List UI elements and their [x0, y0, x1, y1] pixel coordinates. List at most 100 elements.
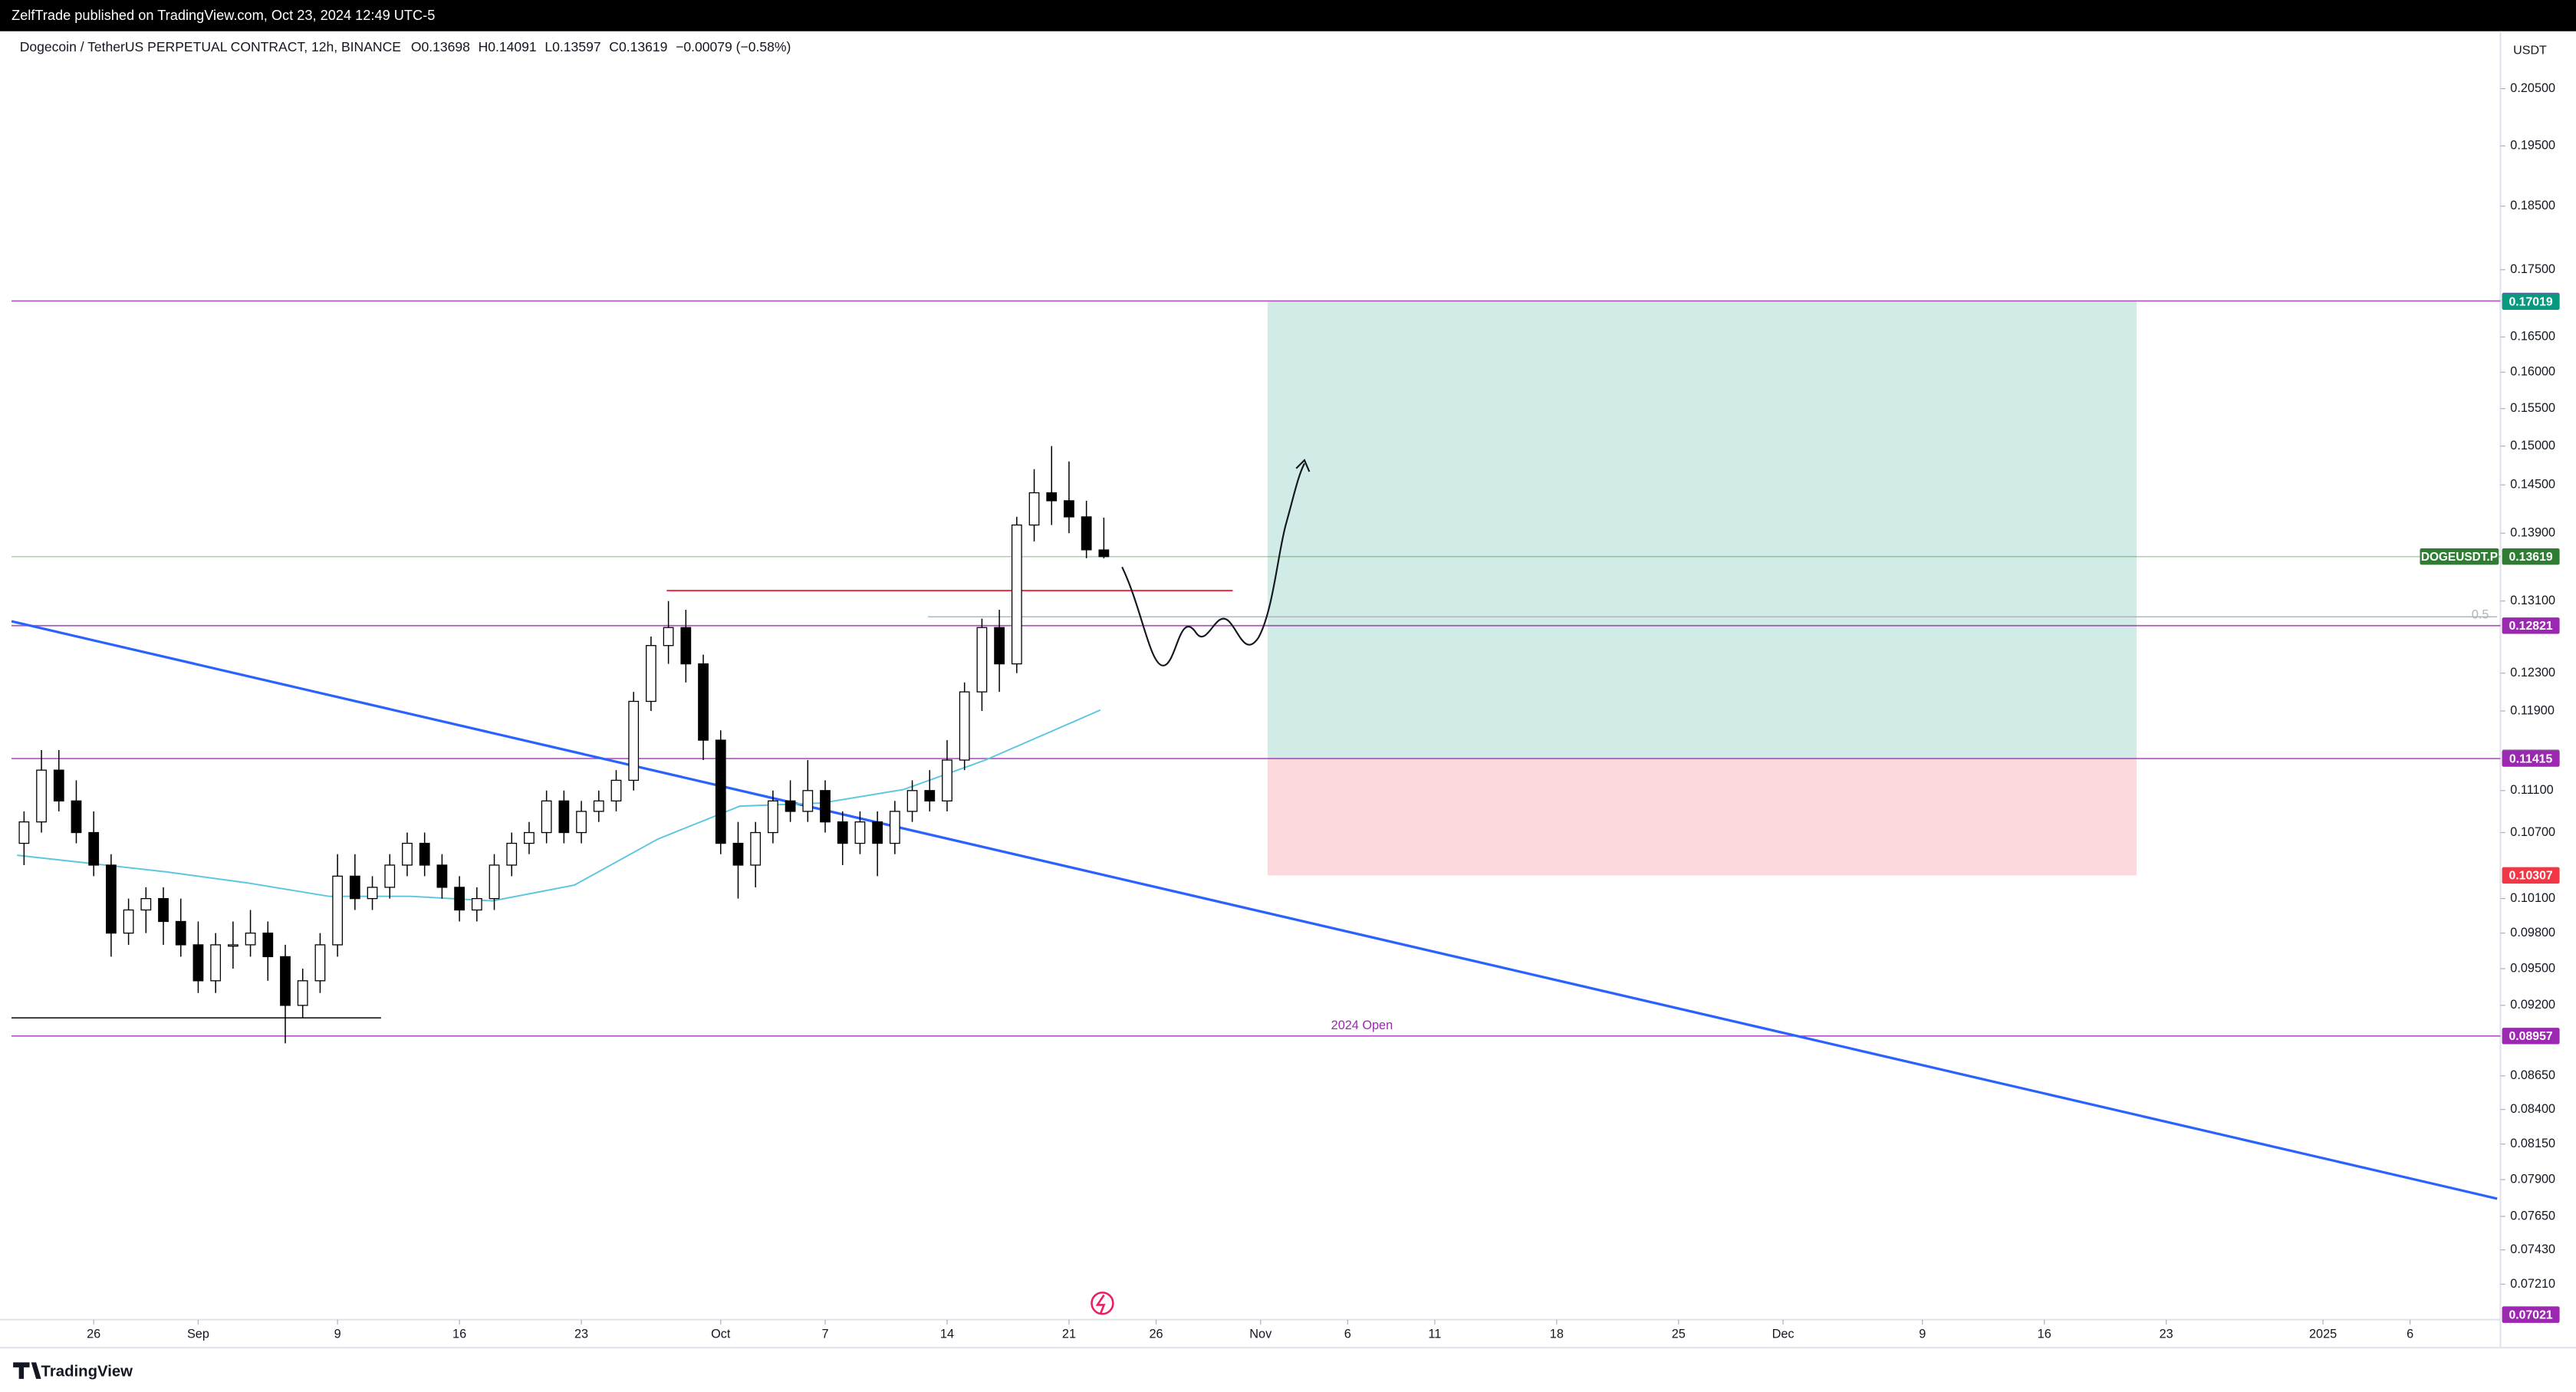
x-tick-label: 26 — [87, 1327, 100, 1341]
candle-body — [1081, 516, 1092, 551]
candle-body — [1064, 500, 1074, 518]
y-tick-label: 0.20500 — [2510, 81, 2555, 95]
x-tick-label: Nov — [1249, 1327, 1272, 1341]
candle-body — [698, 663, 709, 741]
x-tick-label: 2025 — [2309, 1327, 2337, 1341]
candle-body — [524, 831, 535, 844]
candle-body — [558, 800, 570, 834]
level-box — [2502, 750, 2560, 767]
x-tick-label: Oct — [711, 1327, 731, 1341]
symbol-tag — [2420, 548, 2499, 565]
candle-body — [593, 800, 604, 812]
candle-body — [680, 627, 692, 665]
y-tick-label: 0.07430 — [2510, 1242, 2555, 1256]
y-tick-label: 0.07650 — [2510, 1209, 2555, 1223]
y-tick-label: 0.07900 — [2510, 1172, 2555, 1186]
candle-body — [872, 821, 883, 844]
x-tick-label: 7 — [821, 1327, 828, 1341]
x-tick-label: 9 — [1919, 1327, 1926, 1341]
replay-bolt — [1095, 1294, 1106, 1314]
candle-body — [820, 790, 831, 823]
x-tick-label: 14 — [940, 1327, 954, 1341]
y-tick-label: 0.14500 — [2510, 477, 2555, 491]
ohlc-value: −0.00079 (−0.58%) — [676, 39, 791, 54]
trendline — [11, 620, 2498, 1200]
y-tick-label: 0.15000 — [2510, 439, 2555, 452]
candle-body — [1028, 492, 1040, 526]
candle-body — [924, 790, 936, 801]
plot: 0.20500 0.19500 0.18500 0.17500 0.16500 0.160… — [11, 81, 2560, 1341]
y-tick-label: 0.13100 — [2510, 594, 2555, 607]
candle-body — [959, 691, 970, 761]
x-tick-label: 26 — [1149, 1327, 1163, 1341]
ohlc-value: H0.14091 — [479, 39, 537, 54]
x-tick-label: 16 — [452, 1327, 466, 1341]
x-tick-label: 23 — [2160, 1327, 2173, 1341]
level-box-label: 0.17019 — [2509, 296, 2552, 309]
currency-label: USDT — [2513, 44, 2547, 58]
level-box-label: 0.11415 — [2509, 752, 2553, 765]
y-tick-label: 0.13900 — [2510, 526, 2555, 540]
level-box — [2502, 617, 2560, 634]
candle-body — [802, 790, 814, 812]
candle-body — [506, 842, 518, 866]
y-tick-label: 0.15500 — [2510, 401, 2555, 415]
candle-body — [541, 800, 552, 834]
y-tick-label: 0.10700 — [2510, 825, 2555, 839]
candle-body — [837, 821, 848, 844]
level-box — [2502, 1306, 2560, 1323]
tv-logo — [13, 1362, 41, 1379]
x-tick-label: 6 — [2407, 1327, 2413, 1341]
y-tick-label: 0.16500 — [2510, 330, 2555, 344]
candle-body — [942, 759, 952, 801]
candle-body — [767, 800, 778, 834]
candle-body — [297, 980, 308, 1006]
candle-body — [158, 898, 169, 923]
candle-body — [610, 779, 622, 801]
candle-body — [1046, 492, 1058, 502]
ohlc-legend: O0.13698 H0.14091 L0.13597 C0.13619 −0.00079… — [411, 39, 791, 54]
level-box — [2502, 293, 2560, 310]
y-tick-label: 0.11900 — [2510, 703, 2555, 717]
candle-body — [628, 700, 640, 782]
x-tick-label: 9 — [334, 1327, 341, 1341]
level-note: 2024 Open — [1331, 1018, 1393, 1032]
candle-body — [976, 627, 988, 693]
candle-body — [53, 769, 64, 801]
footer-brand: TradingView — [41, 1364, 133, 1380]
candle-body — [419, 842, 430, 866]
candle-body — [280, 956, 291, 1006]
candle-body — [332, 875, 344, 946]
fib-label: 0.5 — [2472, 607, 2489, 621]
ohlc-value: O0.13698 — [411, 39, 470, 54]
level-box — [2502, 1028, 2560, 1045]
replay-icon[interactable] — [1091, 1292, 1114, 1315]
candle-body — [227, 944, 239, 947]
moving-average — [17, 709, 1101, 902]
candle-body — [140, 898, 152, 911]
y-tick-label: 0.09800 — [2510, 926, 2555, 940]
candle-body — [854, 821, 866, 844]
candle-body — [349, 875, 360, 900]
y-tick-label: 0.08150 — [2510, 1137, 2555, 1150]
candle-body — [785, 800, 796, 812]
candle-body — [106, 864, 117, 934]
candle-body — [471, 898, 482, 911]
candle-body — [715, 739, 726, 844]
symbol-legend: Dogecoin / TetherUS PERPETUAL CONTRACT, … — [20, 39, 401, 54]
y-tick-label: 0.11100 — [2510, 783, 2553, 797]
candle-body — [576, 811, 587, 834]
x-tick-label: 21 — [1062, 1327, 1076, 1341]
y-tick-label: 0.17500 — [2510, 262, 2555, 276]
candle-body — [192, 944, 204, 982]
level-box — [2502, 867, 2560, 884]
candle-body — [367, 887, 378, 900]
level-box-label: 0.07021 — [2509, 1308, 2552, 1321]
profit-zone — [1267, 301, 2137, 759]
y-tick-label: 0.09500 — [2510, 961, 2555, 975]
candle-body — [994, 627, 1005, 665]
candle-body — [210, 944, 222, 982]
level-box-label: 0.10307 — [2509, 870, 2552, 883]
candle-body — [663, 627, 674, 647]
x-tick-label: 25 — [1672, 1327, 1686, 1341]
